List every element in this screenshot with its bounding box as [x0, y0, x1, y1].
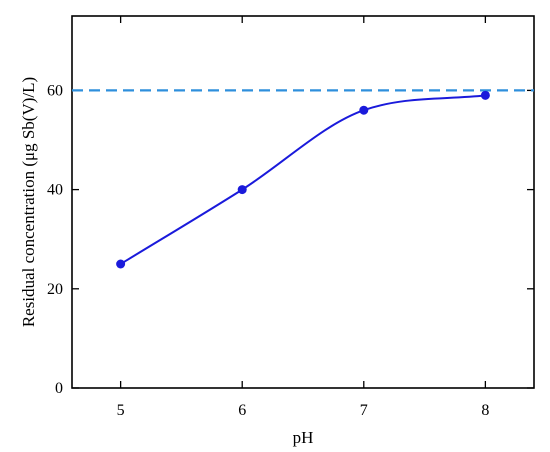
x-tick-label: 6	[238, 402, 246, 419]
x-tick-label: 7	[360, 402, 368, 419]
y-axis-title: Residual concentration (μg Sb(V)/L)	[19, 77, 38, 327]
y-tick-label: 40	[47, 182, 63, 199]
x-axis-ticks: 5 6 7 8	[117, 16, 489, 419]
y-tick-label: 60	[47, 82, 63, 99]
data-point	[480, 90, 490, 100]
x-tick-label: 8	[481, 402, 489, 419]
data-point	[116, 259, 126, 269]
y-axis-ticks: 0 20 40 60	[47, 82, 534, 397]
data-point	[359, 105, 369, 115]
x-axis-title: pH	[293, 428, 314, 447]
y-tick-label: 0	[55, 380, 63, 397]
series-line	[120, 94, 486, 265]
series-layer	[116, 90, 490, 269]
plot-frame	[71, 15, 535, 389]
plot-area: 0 20 40 60 5 6 7 8	[47, 15, 535, 419]
x-tick-label: 5	[117, 402, 125, 419]
y-tick-label: 20	[47, 281, 63, 298]
data-point	[237, 185, 247, 195]
